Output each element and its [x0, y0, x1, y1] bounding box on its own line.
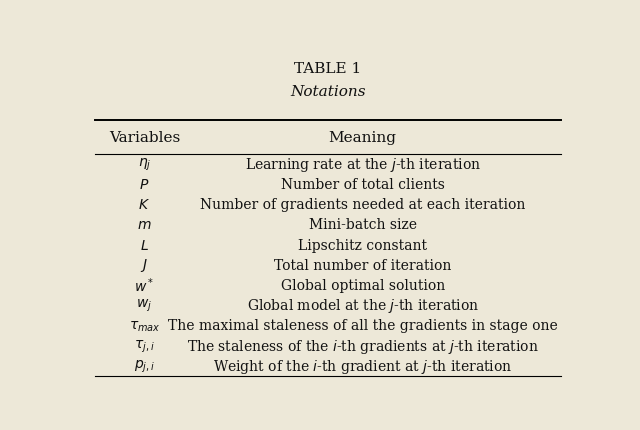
Text: $m$: $m$: [137, 218, 152, 232]
Text: $\tau_{max}$: $\tau_{max}$: [129, 319, 160, 333]
Text: $J$: $J$: [141, 257, 148, 273]
Text: $\eta_j$: $\eta_j$: [138, 156, 151, 172]
Text: $K$: $K$: [138, 198, 150, 212]
Text: Learning rate at the $j$-th iteration: Learning rate at the $j$-th iteration: [244, 155, 481, 173]
Text: Lipschitz constant: Lipschitz constant: [298, 238, 428, 252]
Text: TABLE 1: TABLE 1: [294, 61, 362, 76]
Text: The maximal staleness of all the gradients in stage one: The maximal staleness of all the gradien…: [168, 319, 557, 333]
Text: Meaning: Meaning: [329, 131, 397, 144]
Text: Notations: Notations: [290, 85, 366, 98]
Text: Weight of the $i$-th gradient at $j$-th iteration: Weight of the $i$-th gradient at $j$-th …: [213, 357, 513, 375]
Text: $\tau_{j,i}$: $\tau_{j,i}$: [134, 338, 155, 354]
Text: Variables: Variables: [109, 131, 180, 144]
Text: $w^*$: $w^*$: [134, 276, 155, 295]
Text: Mini-batch size: Mini-batch size: [308, 218, 417, 232]
Text: $P$: $P$: [140, 178, 150, 191]
Text: $L$: $L$: [140, 238, 149, 252]
Text: Total number of iteration: Total number of iteration: [274, 258, 451, 272]
Text: Number of gradients needed at each iteration: Number of gradients needed at each itera…: [200, 198, 525, 212]
Text: Global optimal solution: Global optimal solution: [280, 278, 445, 292]
Text: $w_j$: $w_j$: [136, 298, 152, 313]
Text: The staleness of the $i$-th gradients at $j$-th iteration: The staleness of the $i$-th gradients at…: [187, 337, 539, 355]
Text: Global model at the $j$-th iteration: Global model at the $j$-th iteration: [246, 297, 479, 314]
Text: Number of total clients: Number of total clients: [281, 178, 445, 191]
Text: $p_{j,i}$: $p_{j,i}$: [134, 358, 155, 374]
